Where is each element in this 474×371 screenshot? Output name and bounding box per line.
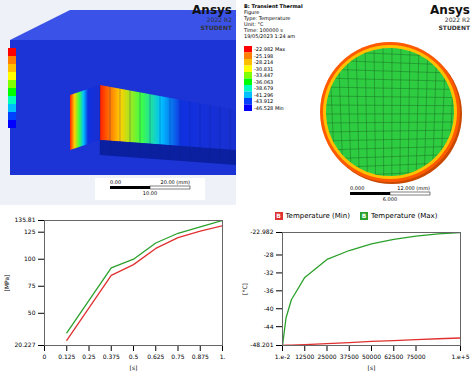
svg-text:19/05/2023 1:24 am: 19/05/2023 1:24 am	[244, 33, 295, 39]
html-text:Temperature (Min): Temperature (Min)	[285, 212, 350, 220]
svg-text:0.75: 0.75	[171, 353, 185, 360]
svg-text:0.000: 0.000	[350, 185, 364, 191]
svg-text:2022 R2: 2022 R2	[445, 16, 470, 23]
svg-text:-25.198: -25.198	[254, 53, 273, 59]
svg-text:[s]: [s]	[368, 364, 376, 371]
svg-text:-28: -28	[264, 251, 274, 258]
svg-text:2022 R2: 2022 R2	[207, 16, 232, 23]
svg-text:Ansys: Ansys	[430, 3, 470, 17]
svg-text:37500: 37500	[340, 353, 359, 360]
svg-text:135.81: 135.81	[15, 216, 36, 223]
svg-text:-40: -40	[264, 305, 274, 312]
svg-text:STUDENT: STUDENT	[201, 24, 233, 31]
svg-text:-32: -32	[264, 269, 274, 276]
svg-text:-30.831: -30.831	[254, 66, 273, 72]
svg-text:-33.447: -33.447	[254, 72, 273, 78]
svg-text:-22.982: -22.982	[250, 228, 273, 235]
svg-text:75000: 75000	[406, 353, 425, 360]
svg-text:Time: 100000 s: Time: 100000 s	[244, 27, 283, 33]
svg-text:0.125: 0.125	[58, 353, 75, 360]
svg-text:0.5: 0.5	[129, 353, 139, 360]
svg-text:-44: -44	[264, 323, 274, 330]
svg-text:62500: 62500	[384, 353, 403, 360]
svg-text:-36.063: -36.063	[254, 79, 273, 85]
svg-text:Ansys: Ansys	[192, 3, 232, 17]
svg-text:1.: 1.	[220, 353, 226, 360]
svg-text:[°C]: [°C]	[241, 283, 248, 295]
svg-text:50: 50	[28, 309, 36, 316]
svg-text:6.000: 6.000	[383, 196, 397, 202]
svg-text:STUDENT: STUDENT	[439, 24, 471, 31]
html-text:B: B	[361, 212, 367, 219]
svg-text:50000: 50000	[362, 353, 381, 360]
svg-text:Figure: Figure	[244, 9, 260, 15]
svg-text:25000: 25000	[317, 353, 336, 360]
svg-text:100: 100	[24, 255, 36, 262]
svg-text:Unit: °C: Unit: °C	[244, 21, 264, 27]
svg-text:1.e+5: 1.e+5	[451, 353, 469, 360]
svg-text:0.875: 0.875	[192, 353, 209, 360]
svg-text:-46.528 Min: -46.528 Min	[254, 105, 284, 111]
svg-text:10.00: 10.00	[143, 190, 157, 196]
svg-text:-38.679: -38.679	[254, 85, 273, 91]
html-text:Temperature (Max): Temperature (Max)	[371, 212, 438, 220]
svg-text:Type: Temperature: Type: Temperature	[244, 15, 291, 21]
svg-text:-36: -36	[264, 287, 274, 294]
svg-text:12.000 (mm): 12.000 (mm)	[397, 185, 430, 191]
svg-text:-41.296: -41.296	[254, 92, 273, 98]
svg-text:125: 125	[24, 228, 36, 235]
svg-text:75: 75	[28, 282, 36, 289]
svg-text:-43.912: -43.912	[254, 98, 273, 104]
svg-text:-48.201: -48.201	[250, 341, 273, 348]
svg-text:-28.214: -28.214	[254, 59, 273, 65]
svg-text:20.00 (mm): 20.00 (mm)	[160, 179, 190, 185]
svg-text:20.227: 20.227	[15, 341, 36, 348]
html-text:B: B	[276, 212, 281, 219]
svg-text:0: 0	[43, 353, 47, 360]
svg-text:0.00: 0.00	[110, 179, 121, 185]
svg-text:B: Transient Thermal: B: Transient Thermal	[244, 3, 303, 9]
svg-text:-22.982 Max: -22.982 Max	[254, 46, 285, 52]
svg-text:0.625: 0.625	[147, 353, 164, 360]
svg-text:[s]: [s]	[130, 364, 138, 371]
svg-text:0.25: 0.25	[82, 353, 96, 360]
svg-text:1.e-2: 1.e-2	[275, 353, 291, 360]
svg-text:12500: 12500	[295, 353, 314, 360]
svg-text:[MPa]: [MPa]	[3, 275, 10, 292]
svg-text:0.375: 0.375	[103, 353, 120, 360]
